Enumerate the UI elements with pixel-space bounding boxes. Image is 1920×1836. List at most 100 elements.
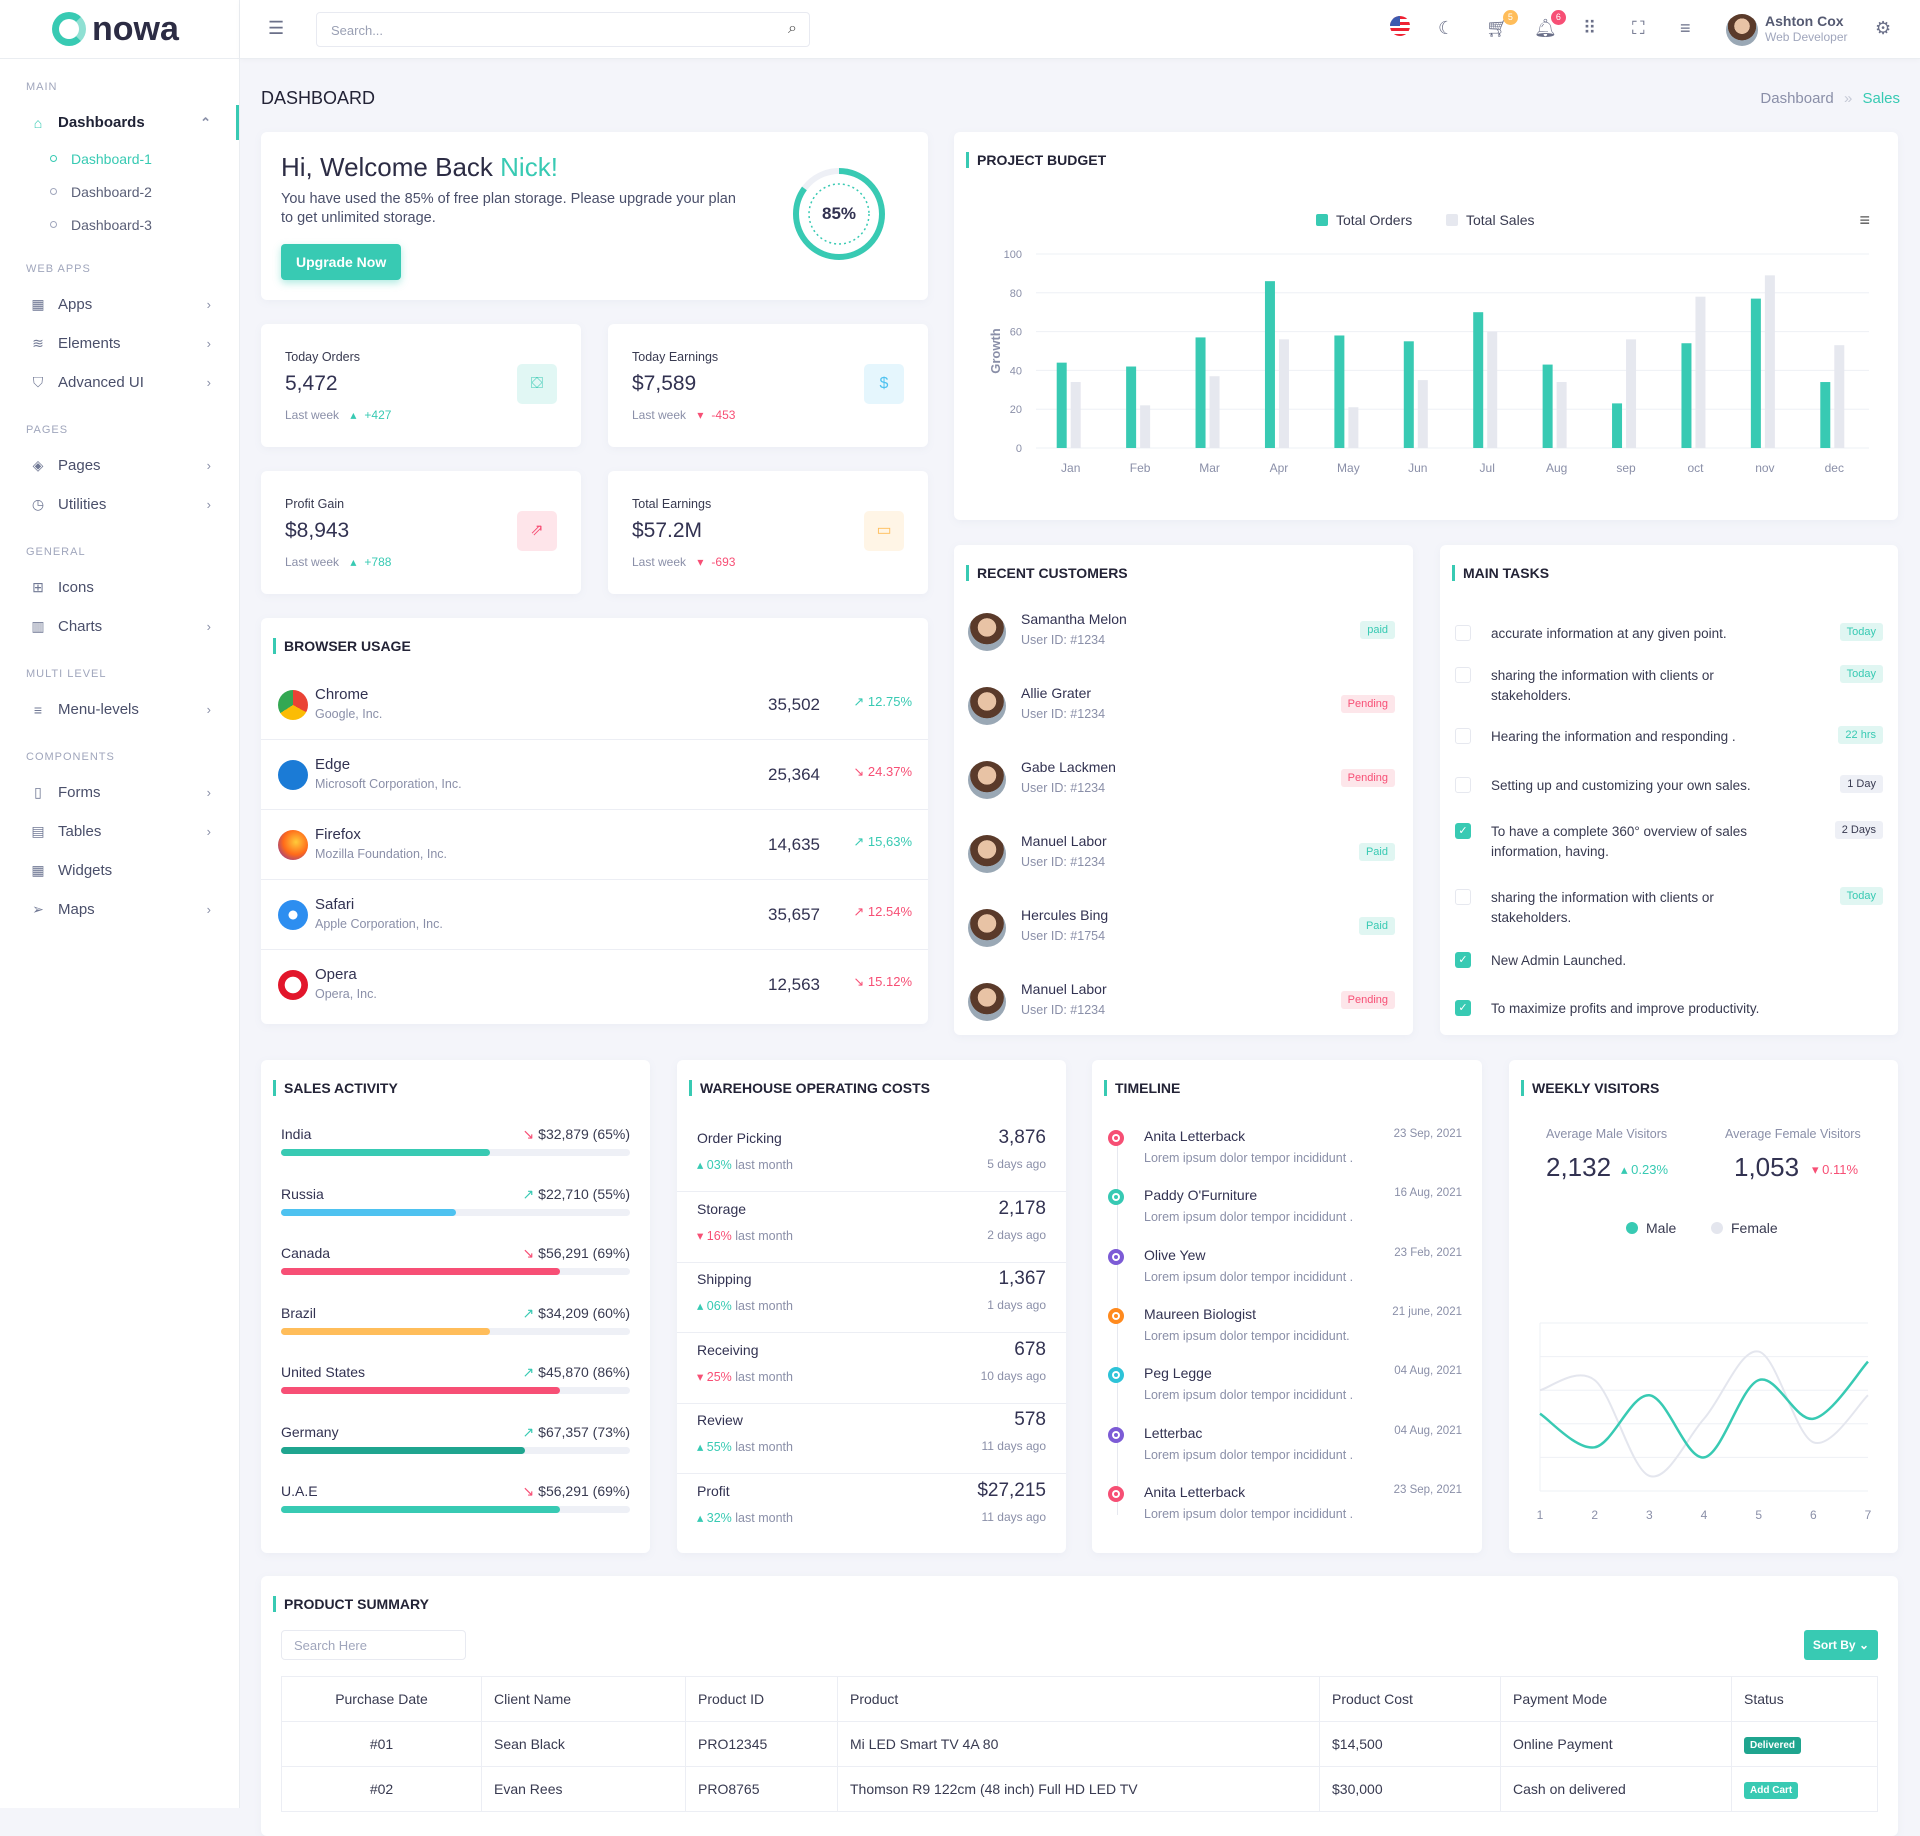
status-badge[interactable]: Add Cart bbox=[1744, 1781, 1799, 1799]
task-checkbox[interactable] bbox=[1455, 728, 1471, 744]
settings-gear-icon[interactable]: ⚙ bbox=[1875, 18, 1892, 38]
timeline-item: Anita Letterback 23 Sep, 2021 Lorem ipsu… bbox=[1092, 1128, 1482, 1183]
sidebar-subitem[interactable]: Dashboard-2 bbox=[0, 175, 239, 208]
column-header[interactable]: Purchase Date bbox=[281, 1676, 482, 1722]
sidebar-item-forms[interactable]: ▯ Forms › bbox=[0, 773, 239, 812]
column-header[interactable]: Client Name bbox=[481, 1676, 686, 1722]
task-text: sharing the information with clients or … bbox=[1491, 668, 1714, 703]
task-text: sharing the information with clients or … bbox=[1491, 890, 1714, 925]
bar-chart-icon: ▥ bbox=[31, 618, 45, 634]
browser-company: Microsoft Corporation, Inc. bbox=[315, 777, 462, 791]
bar-total-sales bbox=[1070, 382, 1081, 448]
task-checkbox[interactable]: ✓ bbox=[1455, 823, 1471, 839]
apps-grid-icon[interactable]: ⠿ bbox=[1583, 18, 1597, 38]
sidebar-item-tables[interactable]: ▤ Tables › bbox=[0, 812, 239, 851]
upgrade-now-button[interactable]: Upgrade Now bbox=[281, 244, 402, 280]
user-avatar[interactable] bbox=[1726, 14, 1758, 46]
customer-id: User ID: #1754 bbox=[1021, 929, 1106, 943]
sidebar-item-maps[interactable]: ➢ Maps › bbox=[0, 890, 239, 929]
customer-row[interactable]: Samantha Melon User ID: #1234 paid bbox=[954, 609, 1413, 679]
sidebar-item-widgets[interactable]: ▦ Widgets bbox=[0, 851, 239, 890]
column-header[interactable]: Status bbox=[1731, 1676, 1878, 1722]
bar-total-sales bbox=[1695, 296, 1706, 448]
cost-label: Shipping bbox=[697, 1271, 752, 1287]
search-input[interactable]: Search... ⌕ bbox=[316, 12, 810, 47]
column-header[interactable]: Product bbox=[837, 1676, 1320, 1722]
customer-row[interactable]: Manuel Labor User ID: #1234 Pending bbox=[954, 979, 1413, 1049]
sidebar-item-icons[interactable]: ⊞ Icons bbox=[0, 568, 239, 607]
task-checkbox[interactable] bbox=[1455, 777, 1471, 793]
country-name: Brazil bbox=[281, 1304, 317, 1321]
chevron-icon: › bbox=[206, 785, 211, 800]
user-role: Web Developer bbox=[1765, 30, 1848, 44]
hamburger-menu-icon[interactable]: ☰ bbox=[268, 18, 285, 38]
browser-value: 12,563 bbox=[768, 975, 820, 994]
logo[interactable]: nowa bbox=[0, 0, 239, 59]
navigation-icon: ➢ bbox=[32, 901, 44, 917]
cost-change: ▾ 25% last month bbox=[697, 1369, 793, 1384]
column-header[interactable]: Payment Mode bbox=[1500, 1676, 1732, 1722]
table-cell: Mi LED Smart TV 4A 80 bbox=[837, 1721, 1320, 1767]
sidebar-subitem[interactable]: Dashboard-3 bbox=[0, 208, 239, 241]
sidebar-item-pages[interactable]: ◈ Pages › bbox=[0, 446, 239, 485]
sidebar-item-dashboards[interactable]: ⌂ Dashboards ⌃ bbox=[0, 103, 239, 142]
breadcrumb-dashboard[interactable]: Dashboard bbox=[1760, 90, 1834, 107]
task-text: To have a complete 360° overview of sale… bbox=[1491, 824, 1748, 859]
female-visitors-label: Average Female Visitors bbox=[1725, 1127, 1861, 1141]
sidebar-item-charts[interactable]: ▥ Charts › bbox=[0, 607, 239, 646]
stat-label: Today Earnings bbox=[632, 350, 719, 364]
customer-row[interactable]: Allie Grater User ID: #1234 Pending bbox=[954, 683, 1413, 753]
warehouse-row: Receiving 678 ▾ 25% last month 10 days a… bbox=[677, 1334, 1066, 1404]
x-tick-label: Jun bbox=[1408, 461, 1427, 475]
timeline-date: 04 Aug, 2021 bbox=[1394, 1424, 1462, 1437]
column-header[interactable]: Product ID bbox=[685, 1676, 838, 1722]
stat-card: Today Orders 5,472 Last week ▴ +427 ⛋ bbox=[261, 324, 581, 447]
task-checkbox[interactable] bbox=[1455, 625, 1471, 641]
sort-by-button[interactable]: Sort By ⌄ bbox=[1803, 1630, 1878, 1660]
customer-row[interactable]: Hercules Bing User ID: #1754 Paid bbox=[954, 905, 1413, 975]
bar-total-sales bbox=[1764, 275, 1775, 448]
firefox-logo-icon bbox=[278, 830, 308, 860]
sidebar-subitem[interactable]: Dashboard-1 bbox=[0, 142, 239, 175]
task-checkbox[interactable]: ✓ bbox=[1455, 952, 1471, 968]
table-cell: Sean Black bbox=[481, 1721, 686, 1767]
sidebar-item-apps[interactable]: ▦ Apps › bbox=[0, 285, 239, 324]
welcome-card: Hi, Welcome Back Nick! You have used the… bbox=[261, 132, 928, 300]
stat-value: $7,589 bbox=[632, 372, 697, 395]
line-male bbox=[1539, 1360, 1869, 1459]
search-icon[interactable]: ⌕ bbox=[788, 20, 797, 37]
trend-up-icon: ↗ bbox=[522, 1423, 535, 1440]
fullscreen-icon[interactable]: ⛶ bbox=[1632, 18, 1645, 38]
timeline-item: Anita Letterback 23 Sep, 2021 Lorem ipsu… bbox=[1092, 1484, 1482, 1539]
task-checkbox[interactable] bbox=[1455, 889, 1471, 905]
stat-value: 5,472 bbox=[285, 372, 338, 395]
browser-name: Safari bbox=[315, 896, 355, 913]
user-name[interactable]: Ashton Cox bbox=[1765, 13, 1844, 29]
cart-icon[interactable]: 🛒︎ 5 bbox=[1486, 10, 1518, 39]
card-title: BROWSER USAGE bbox=[273, 638, 411, 654]
bell-icon[interactable]: 🔔︎ 6 bbox=[1534, 10, 1566, 39]
sidebar-item-label: Advanced UI bbox=[58, 374, 144, 391]
task-checkbox[interactable] bbox=[1455, 667, 1471, 683]
chart-menu-icon[interactable]: ≡ bbox=[1859, 210, 1870, 230]
timeline-text: Lorem ipsum dolor tempor incididunt . bbox=[1144, 1388, 1354, 1403]
warehouse-costs-card: WAREHOUSE OPERATING COSTS Order Picking … bbox=[677, 1060, 1066, 1553]
x-tick-label: dec bbox=[1825, 461, 1844, 475]
bar-total-sales bbox=[1278, 339, 1289, 448]
us-flag-icon[interactable] bbox=[1390, 16, 1410, 36]
male-visitors-delta: ▴ 0.23% bbox=[1621, 1162, 1669, 1177]
customer-row[interactable]: Gabe Lackmen User ID: #1234 Pending bbox=[954, 757, 1413, 827]
product-search-input[interactable]: Search Here bbox=[281, 1630, 466, 1660]
sidebar-item-utilities[interactable]: ◷ Utilities › bbox=[0, 485, 239, 524]
sidebar-item-menu-levels[interactable]: ≡ Menu-levels › bbox=[0, 690, 239, 729]
status-badge[interactable]: Delivered bbox=[1744, 1736, 1802, 1754]
sidebar-item-advanced-ui[interactable]: ⛉ Advanced UI › bbox=[0, 363, 239, 402]
sidebar-item-elements[interactable]: ≋ Elements › bbox=[0, 324, 239, 363]
moon-icon[interactable]: ☾ bbox=[1438, 18, 1455, 38]
timeline-line bbox=[1117, 1135, 1118, 1515]
filter-lines-icon[interactable]: ≡ bbox=[1680, 18, 1691, 38]
column-header[interactable]: Product Cost bbox=[1319, 1676, 1501, 1722]
customer-row[interactable]: Manuel Labor User ID: #1234 Paid bbox=[954, 831, 1413, 901]
task-checkbox[interactable]: ✓ bbox=[1455, 1000, 1471, 1016]
x-tick-label: Mar bbox=[1199, 461, 1220, 475]
